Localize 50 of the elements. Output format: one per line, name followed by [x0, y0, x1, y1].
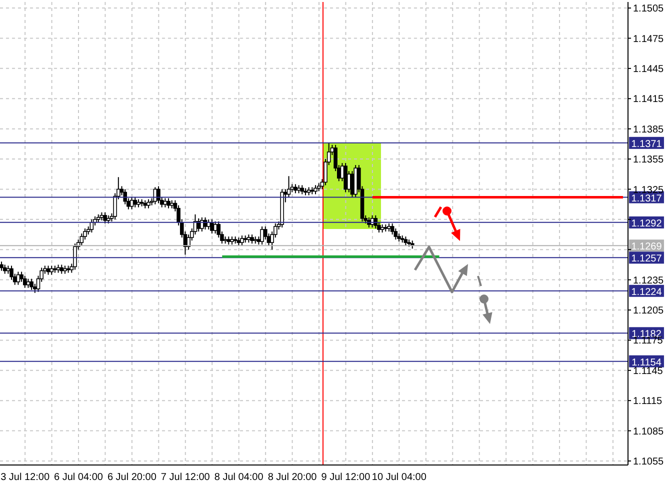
x-tick-label: 6 Jul 04:00	[54, 472, 104, 484]
x-tick-label: 7 Jul 12:00	[160, 472, 210, 484]
y-tick-label: 1.1085	[633, 426, 664, 438]
y-tick-label: 1.1175	[633, 336, 664, 347]
ref-line-label: 1.1371	[631, 138, 662, 150]
x-tick-label: 3 Jul 12:00	[0, 472, 50, 484]
y-tick-label: 1.1115	[633, 396, 663, 408]
candlestick	[314, 184, 318, 195]
candlestick	[404, 236, 408, 246]
candlestick	[374, 214, 378, 229]
candlestick	[390, 222, 394, 236]
candlestick	[133, 196, 138, 208]
candlestick	[294, 184, 298, 194]
candlestick	[394, 228, 398, 240]
y-tick-label: 1.1055	[633, 456, 664, 468]
x-tick-label: 9 Jul 12:00	[321, 472, 371, 484]
ref-line-label: 1.1292	[631, 218, 662, 230]
candlestick	[156, 186, 160, 204]
y-tick-label: 1.1355	[633, 154, 664, 166]
y-tick-label: 1.1145	[633, 366, 664, 377]
candlestick	[0, 261, 4, 272]
candlestick	[300, 184, 304, 195]
ref-line-label: 1.1269	[631, 242, 662, 253]
ref-line-label: 1.1154	[632, 357, 662, 368]
candlestick	[60, 264, 64, 274]
candlestick	[260, 226, 264, 246]
candlestick	[344, 162, 348, 193]
x-tick-label: 6 Jul 20:00	[107, 472, 157, 484]
y-tick-label: 1.1205	[633, 306, 664, 317]
ref-line-label: 1.1257	[631, 254, 662, 265]
y-tick-label: 1.1385	[633, 124, 664, 136]
candlestick	[22, 275, 27, 288]
candlestick	[250, 234, 254, 244]
candlestick	[240, 235, 244, 246]
y-tick-label: 1.1475	[633, 34, 664, 45]
candlestick	[146, 198, 150, 209]
candlestick	[103, 212, 107, 224]
ref-line-label: 1.1317	[631, 193, 662, 204]
x-tick-label: 8 Jul 20:00	[268, 472, 318, 484]
y-tick-label: 1.1445	[633, 64, 664, 75]
candlestick	[30, 278, 34, 290]
ref-line-label: 1.1224	[631, 286, 662, 298]
candlestick	[73, 243, 77, 270]
y-tick-label: 1.1415	[633, 94, 664, 106]
y-tick-label: 1.1505	[633, 4, 664, 15]
x-tick-label: 8 Jul 04:00	[214, 472, 264, 484]
candlestick	[50, 265, 54, 276]
x-tick-label: 10 Jul 04:00	[372, 472, 427, 484]
candlestick	[166, 198, 170, 209]
y-tick-label: 1.1235	[633, 275, 664, 286]
